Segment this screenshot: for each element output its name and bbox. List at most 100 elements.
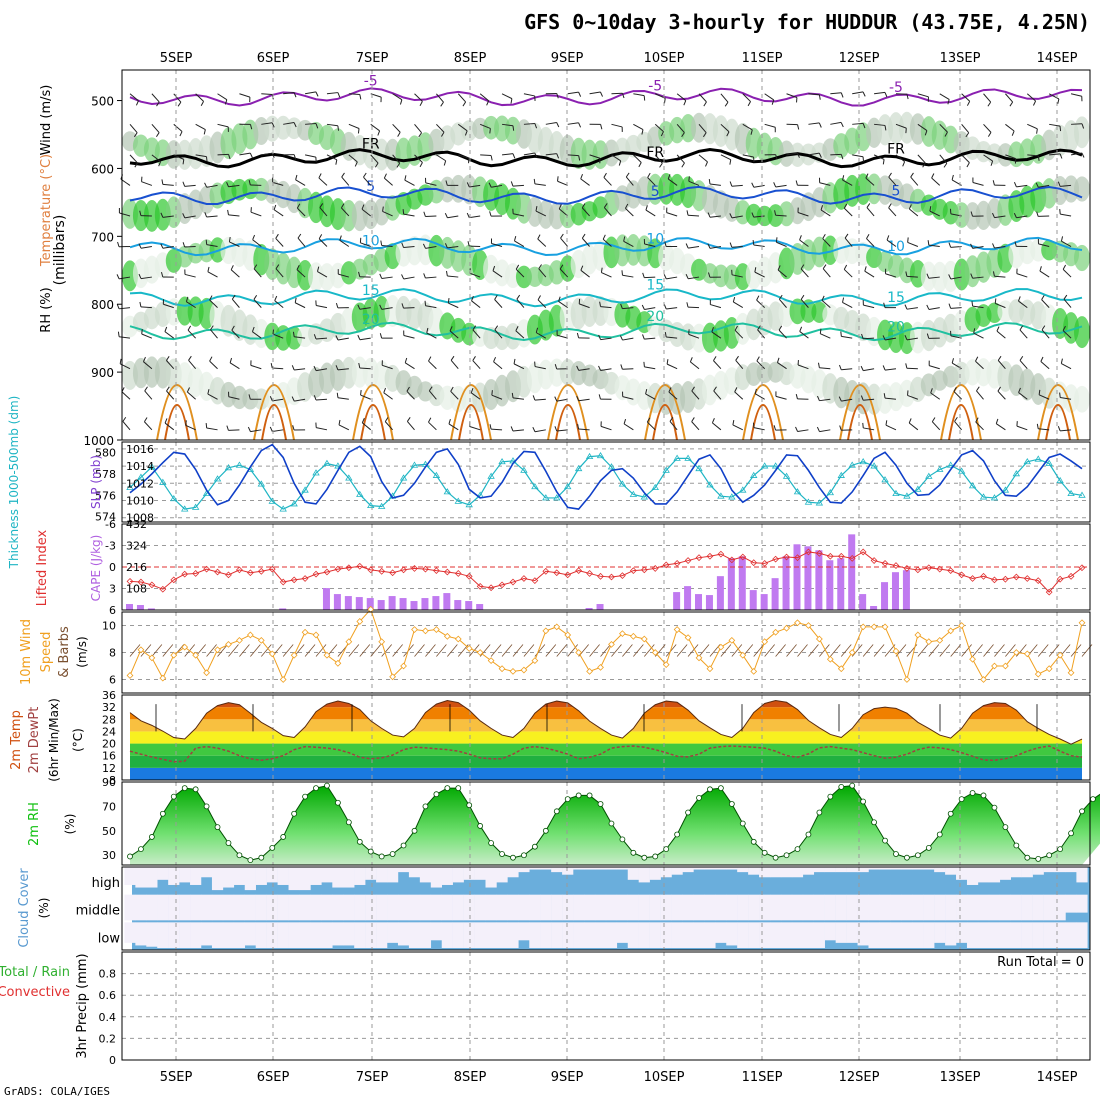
cloud-gap-bar: [748, 867, 760, 875]
cloud-gap-bar: [770, 867, 782, 878]
wind-barb: [874, 91, 886, 95]
surface-wind-barb: [589, 644, 600, 657]
cloud-gap-bar: [1032, 867, 1044, 875]
temp-tick-label: 32: [102, 701, 116, 714]
li-marker: [1078, 564, 1086, 572]
thickness-marker: [585, 452, 594, 460]
wind-barb: [228, 429, 240, 431]
wind-barb: [363, 176, 372, 186]
wind-barb-flag: [600, 124, 603, 130]
thickness-marker: [848, 461, 856, 468]
thickness-marker: [367, 501, 375, 509]
wind-barb: [317, 271, 328, 278]
surface-wind-barb: [720, 644, 732, 657]
wind-barb-flag: [774, 210, 777, 216]
li-marker: [181, 570, 189, 578]
wind-barb-flag: [316, 266, 320, 272]
wind-barb: [381, 276, 393, 279]
surface-wind-barb: [359, 644, 371, 657]
cloud-gap-bar: [146, 867, 158, 888]
wind-barb-flag: [450, 386, 454, 392]
wind-barb: [261, 93, 273, 95]
wind-barb-flag: [1013, 182, 1017, 188]
panel-frame: [121, 441, 1091, 523]
li-marker: [826, 552, 834, 560]
cape-bar: [279, 608, 287, 610]
wind-barb-flag: [205, 423, 208, 429]
wind-barb-flag: [905, 271, 908, 277]
temp-tick-label: 28: [102, 713, 116, 726]
wind-barb: [273, 209, 284, 217]
cape-bar: [695, 594, 703, 610]
wind-barb: [206, 215, 218, 218]
wind-barb: [315, 398, 327, 401]
wind-barb-flag: [144, 386, 148, 392]
wind-barb: [864, 270, 875, 278]
cloud-gap-bar: [988, 922, 1001, 948]
wind-barb: [188, 360, 197, 370]
thickness-marker: [826, 488, 835, 496]
rh-marker: [313, 785, 319, 792]
surface-wind-barb: [534, 644, 546, 657]
wind-speed-marker: [805, 622, 812, 629]
wind-barb-flag: [751, 212, 755, 218]
isotherm-label: 20: [646, 309, 664, 325]
rh-marker: [608, 820, 615, 827]
wind-barb-flag: [379, 273, 383, 279]
cloud-gap-bar: [704, 867, 716, 870]
li-marker: [761, 560, 769, 567]
cape-bar: [749, 590, 757, 610]
wind-barb: [283, 92, 295, 95]
wind-barb-flag: [357, 334, 361, 340]
wind-barb-flag: [494, 295, 498, 300]
wind-speed-marker: [826, 655, 834, 663]
wind-barb-flag: [424, 300, 427, 306]
wind-barb: [457, 123, 468, 132]
cloud-gap-bar: [441, 894, 453, 921]
wind-barb-flag: [734, 387, 738, 393]
wind-barb-flag: [668, 387, 672, 393]
thickness-marker: [596, 451, 605, 459]
surface-wind-barb: [501, 644, 513, 657]
wind-barb-flag: [732, 419, 735, 426]
wind-barb: [428, 360, 437, 370]
wind-barb-flag: [384, 417, 389, 422]
cloud-gap-bar: [441, 922, 453, 948]
wind-barb-flag: [335, 365, 339, 371]
cloud-gap-bar: [715, 922, 727, 943]
panel-frame: [121, 523, 1091, 611]
surface-wind-barb: [261, 644, 272, 657]
wind-barb-flag: [840, 331, 842, 337]
thickness-marker: [618, 480, 627, 487]
rh-marker: [531, 843, 538, 850]
wind-barb-flag: [707, 243, 711, 249]
surface-wind-barb: [950, 644, 961, 657]
cloud-gap-bar: [397, 922, 410, 946]
cloud-gap-bar: [890, 922, 902, 948]
cloud-gap-bar: [945, 922, 957, 946]
wind-barb: [305, 123, 317, 125]
wind-barb-flag: [775, 154, 778, 160]
wind-speed-marker: [411, 626, 418, 633]
wind-barb: [447, 246, 459, 249]
wind-barb: [776, 241, 787, 247]
rh-marker: [138, 846, 144, 853]
wind-barb: [337, 397, 349, 400]
thickness-marker: [684, 454, 692, 461]
cape-tick-label: 432: [126, 518, 147, 531]
wind-barb-flag: [906, 94, 909, 100]
wind-barb-flag: [185, 296, 189, 302]
wind-barb-flag: [816, 426, 820, 432]
wind-barb: [865, 177, 875, 186]
cloud-gap-bar: [222, 867, 235, 888]
wind-barb: [229, 362, 240, 370]
rh-marker: [641, 854, 648, 861]
wind-speed-marker: [1034, 670, 1042, 678]
li-marker: [509, 578, 517, 586]
rh-shade: [1074, 176, 1090, 202]
surface-wind-barb: [840, 644, 852, 657]
wind-barb: [206, 244, 218, 248]
temp-tick-label: 16: [102, 750, 116, 763]
thickness-marker: [498, 458, 506, 465]
wind-barb-flag: [757, 325, 761, 331]
